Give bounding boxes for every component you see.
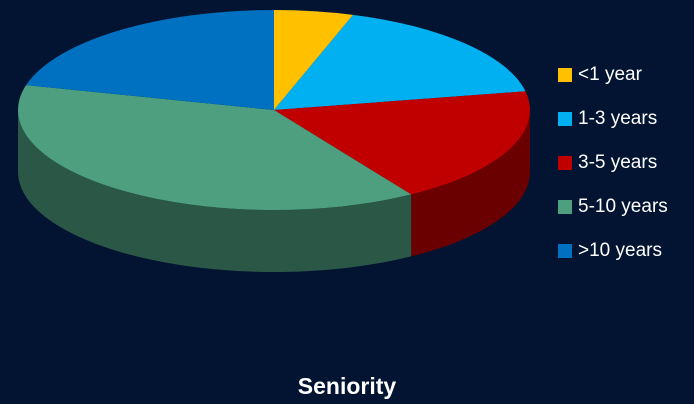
legend-swatch-gt10 xyxy=(558,244,572,258)
legend-label-3-5: 3-5 years xyxy=(578,152,658,173)
legend-swatch-5-10 xyxy=(558,200,572,214)
legend-label-lt1: <1 year xyxy=(578,64,642,85)
pie-chart xyxy=(18,10,530,272)
legend-label-5-10: 5-10 years xyxy=(578,196,668,217)
legend-swatch-1-3 xyxy=(558,112,572,126)
legend-item-5-10: 5-10 years xyxy=(558,194,692,220)
pie-side-5-10 xyxy=(18,110,412,272)
legend-item-3-5: 3-5 years xyxy=(558,150,692,176)
pie-slice-gt10 xyxy=(26,10,275,110)
legend-item-gt10: >10 years xyxy=(558,238,692,264)
pie-sides xyxy=(18,110,530,272)
pie-slice-3-5 xyxy=(274,91,530,195)
legend-label-1-3: 1-3 years xyxy=(578,108,658,129)
legend-swatch-3-5 xyxy=(558,156,572,170)
pie-slice-lt1 xyxy=(274,10,354,110)
legend-item-lt1: <1 year xyxy=(558,62,692,88)
pie-side-3-5 xyxy=(411,110,530,257)
pie-slices xyxy=(18,10,530,210)
pie-slice-1-3 xyxy=(274,14,526,110)
chart-title: Seniority xyxy=(297,373,397,399)
legend-swatch-lt1 xyxy=(558,68,572,82)
legend: <1 year 1-3 years 3-5 years 5-10 years >… xyxy=(558,62,692,282)
legend-item-1-3: 1-3 years xyxy=(558,106,692,132)
pie-slice-5-10 xyxy=(18,85,412,210)
legend-label-gt10: >10 years xyxy=(578,240,662,261)
